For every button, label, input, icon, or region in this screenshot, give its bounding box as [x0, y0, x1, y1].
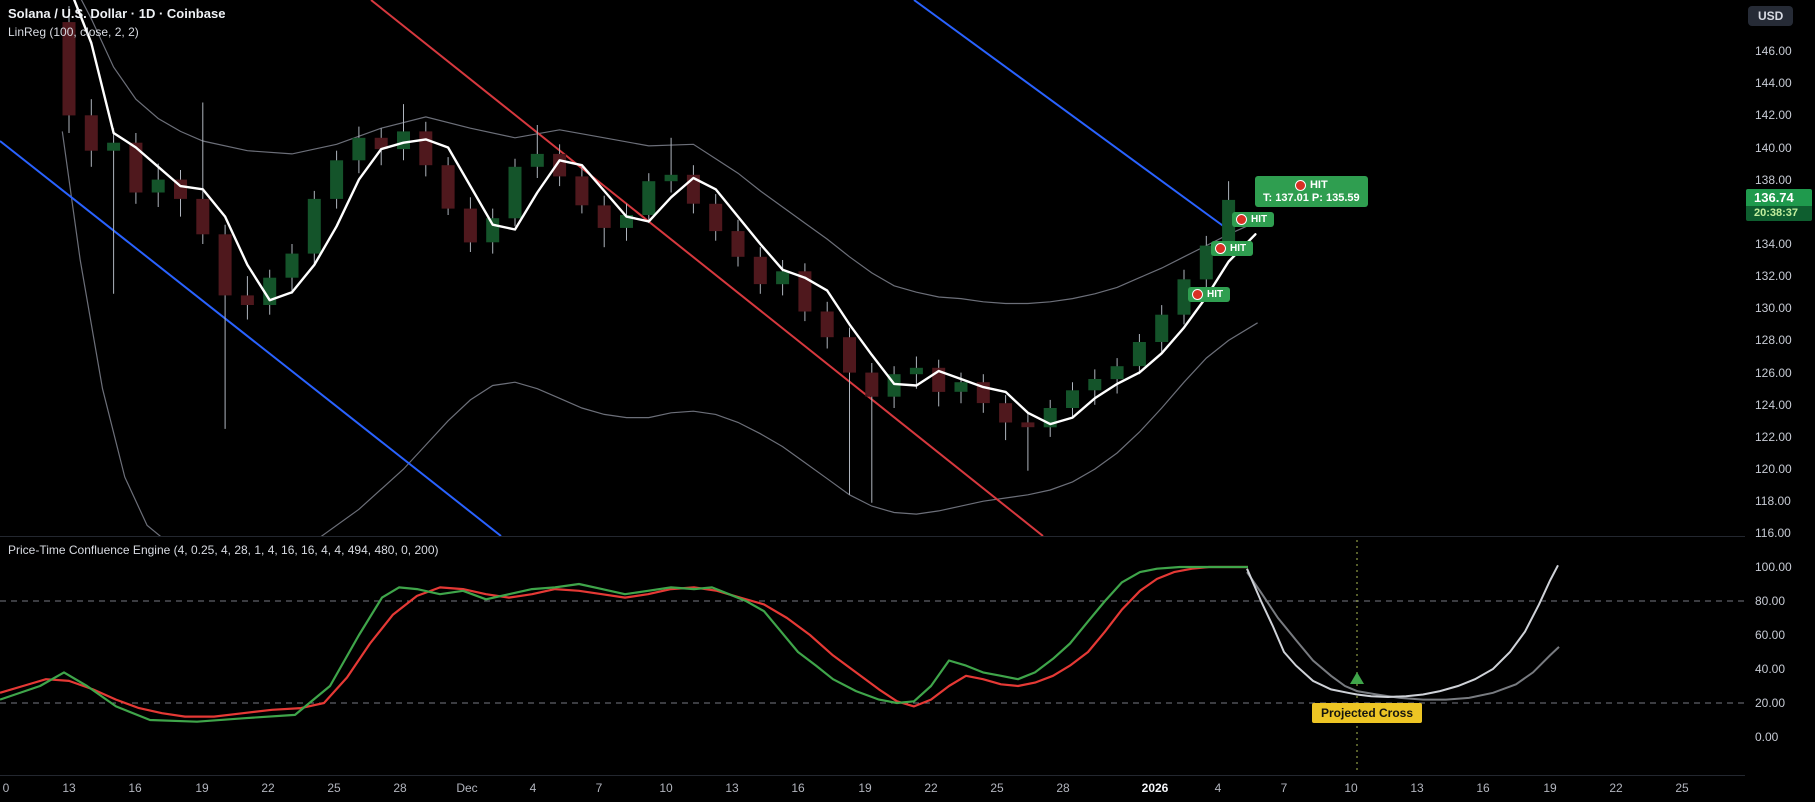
- price-axis[interactable]: USD 136.74 20:38:37 146.00 144.00 142.00 14…: [1745, 0, 1815, 802]
- last-price-value: 136.74: [1746, 188, 1812, 206]
- price-tick-label: 138.00: [1755, 172, 1792, 187]
- time-tick-label: 4: [529, 781, 537, 795]
- time-tick-label: 28: [393, 781, 407, 795]
- time-tick-label: 10: [1344, 781, 1358, 795]
- hit-target-price-text: T: 137.01 P: 135.59: [1263, 192, 1360, 204]
- time-tick-label: 7: [1280, 781, 1288, 795]
- time-tick-label: 16: [791, 781, 805, 795]
- pane-separator[interactable]: [0, 536, 1815, 537]
- target-icon: [1215, 243, 1226, 254]
- time-tick-label: 19: [858, 781, 872, 795]
- indicator-linreg-label[interactable]: LinReg (100, close, 2, 2): [8, 25, 139, 40]
- time-tick-label: 28: [1056, 781, 1070, 795]
- price-tick-label: 116.00: [1755, 526, 1791, 541]
- hit-signal-label-3[interactable]: HIT: [1232, 212, 1275, 227]
- oscillator-tick-label: 20.00: [1755, 696, 1786, 710]
- time-tick-label: 25: [327, 781, 341, 795]
- time-tick-label: 22: [1609, 781, 1623, 795]
- target-icon: [1236, 214, 1247, 225]
- price-tick-label: 128.00: [1755, 333, 1792, 348]
- time-tick-label: 22: [261, 781, 275, 795]
- projected-cross-label[interactable]: Projected Cross: [1312, 703, 1423, 723]
- time-tick-label: 0: [2, 781, 10, 795]
- hit-label: HIT: [1251, 214, 1268, 225]
- price-tick-label: 130.00: [1755, 301, 1792, 316]
- currency-toggle-button[interactable]: USD: [1748, 6, 1794, 26]
- indicator-confluence-label[interactable]: Price-Time Confluence Engine (4, 0.25, 4…: [8, 543, 439, 557]
- price-tick-label: 126.00: [1755, 365, 1792, 380]
- time-tick-label: 19: [195, 781, 209, 795]
- main-price-pane[interactable]: [0, 0, 1745, 536]
- hit-label: HIT: [1207, 289, 1224, 300]
- time-tick-label: 16: [1476, 781, 1490, 795]
- price-tick-label: 144.00: [1755, 76, 1792, 91]
- price-tick-label: 142.00: [1755, 108, 1792, 123]
- oscillator-tick-label: 100.00: [1755, 560, 1792, 574]
- oscillator-tick-label: 80.00: [1755, 594, 1786, 608]
- time-axis[interactable]: 0 13 16 19 22 25 28 Dec 4 7 10 13 16 19 22 25 28 2026 4 7 10…: [0, 776, 1745, 802]
- time-tick-label: Dec: [456, 781, 478, 795]
- time-tick-label: 25: [990, 781, 1004, 795]
- time-tick-label: 13: [62, 781, 76, 795]
- time-tick-label: 13: [725, 781, 739, 795]
- time-tick-label: 4: [1214, 781, 1222, 795]
- price-tick-label: 146.00: [1755, 44, 1792, 58]
- time-tick-label: 19: [1543, 781, 1557, 795]
- price-tick-label: 122.00: [1755, 429, 1792, 444]
- price-tick-label: 134.00: [1755, 237, 1792, 251]
- oscillator-tick-label: 0.00: [1755, 730, 1779, 744]
- price-tick-label: 124.00: [1755, 397, 1792, 412]
- hit-signal-label-2[interactable]: HIT: [1211, 241, 1254, 256]
- time-tick-label: 2026: [1141, 781, 1169, 795]
- target-icon: [1294, 179, 1306, 191]
- price-tick-label: 132.00: [1755, 269, 1792, 284]
- time-tick-label: 13: [1410, 781, 1424, 795]
- time-tick-label: 16: [128, 781, 142, 795]
- main-legend: Solana / U.S. Dollar · 1D · Coinbase Lin…: [8, 6, 225, 40]
- hit-label: HIT: [1230, 243, 1247, 254]
- time-axis-separator: [0, 775, 1815, 776]
- last-price-label: 136.74 20:38:37: [1746, 188, 1812, 221]
- hit-signal-label-1[interactable]: HIT: [1188, 287, 1231, 302]
- hit-signal-label-main[interactable]: HIT T: 137.01 P: 135.59: [1255, 176, 1368, 207]
- target-icon: [1192, 289, 1203, 300]
- oscillator-pane[interactable]: [0, 536, 1745, 775]
- time-tick-label: 22: [924, 781, 938, 795]
- time-tick-label: 10: [659, 781, 673, 795]
- price-tick-label: 120.00: [1755, 462, 1792, 477]
- time-tick-label: 7: [595, 781, 603, 795]
- oscillator-tick-label: 40.00: [1755, 662, 1786, 676]
- symbol-title[interactable]: Solana / U.S. Dollar · 1D · Coinbase: [8, 6, 226, 21]
- price-tick-label: 140.00: [1755, 140, 1792, 155]
- price-tick-label: 118.00: [1755, 494, 1791, 509]
- hit-label: HIT: [1309, 179, 1328, 191]
- oscillator-tick-label: 60.00: [1755, 628, 1786, 642]
- bar-countdown: 20:38:37: [1746, 205, 1812, 221]
- time-tick-label: 25: [1675, 781, 1689, 795]
